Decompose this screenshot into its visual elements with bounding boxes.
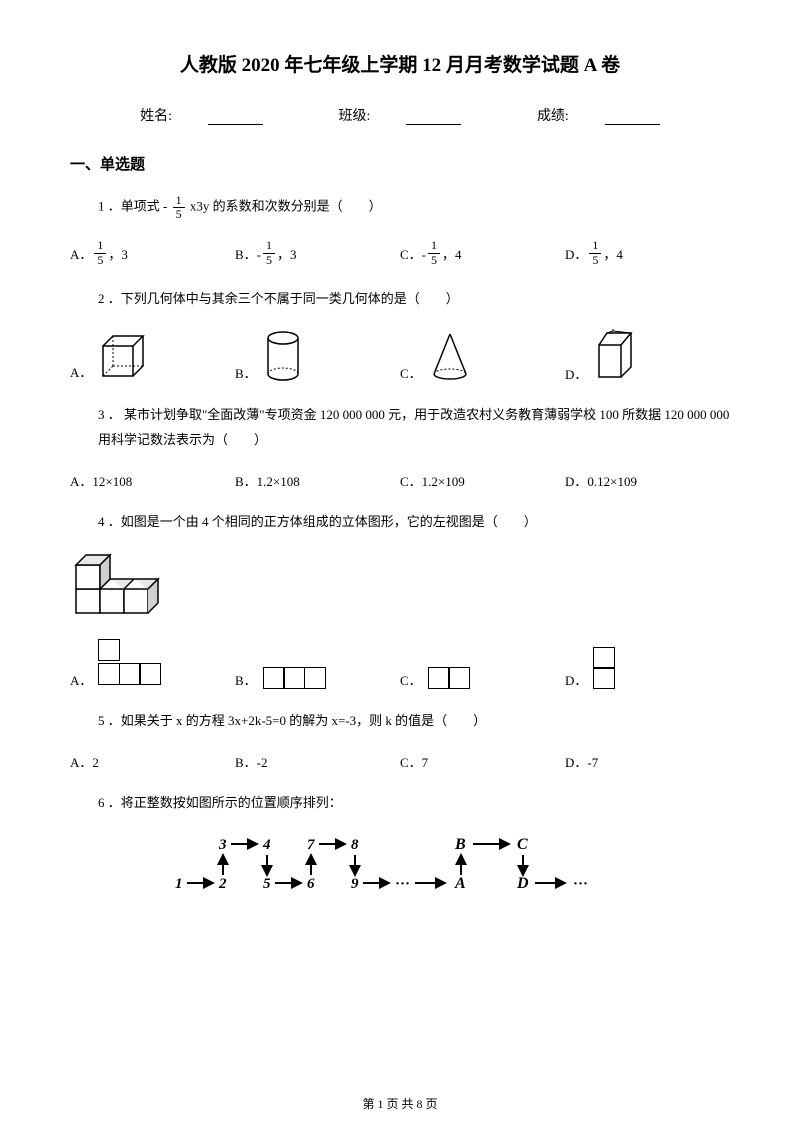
svg-text:7: 7 bbox=[307, 837, 315, 853]
q4-c-shape bbox=[428, 667, 471, 689]
number-sequence-icon: 1 2 3 4 5 6 7 8 9 ··· A B C D ··· bbox=[165, 833, 635, 897]
q2-a: A． bbox=[70, 362, 92, 381]
score-label: 成绩: bbox=[537, 109, 569, 124]
q5-d: D．-7 bbox=[565, 752, 730, 771]
svg-text:8: 8 bbox=[351, 837, 359, 853]
student-info: 姓名: 班级: 成绩: bbox=[70, 105, 730, 125]
q1-prefix: 1 ．单项式 - bbox=[98, 199, 171, 214]
question-3: 3 ． 某市计划争取"全面改薄"专项资金 120 000 000 元，用于改造农… bbox=[70, 403, 730, 452]
svg-text:6: 6 bbox=[307, 876, 315, 892]
q2-c: C． bbox=[400, 363, 422, 382]
name-label: 姓名: bbox=[140, 109, 172, 124]
question-6: 6 ．将正整数按如图所示的位置顺序排列： bbox=[70, 791, 730, 816]
q4-d: D． bbox=[565, 670, 587, 689]
q5-options: A．2 B．-2 C．7 D．-7 bbox=[70, 752, 730, 771]
cone-icon bbox=[428, 330, 472, 382]
question-1: 1 ．单项式 - 15 x3y 的系数和次数分别是（ ） bbox=[70, 194, 730, 221]
q1-d-prefix: D． bbox=[565, 244, 587, 263]
question-5: 5 ．如果关于 x 的方程 3x+2k-5=0 的解为 x=-3，则 k 的值是… bbox=[70, 709, 730, 734]
svg-text:A: A bbox=[454, 875, 466, 892]
q1-options: A．15，3 B．- 15，3 C．- 15，4 D．15，4 bbox=[70, 239, 730, 266]
class-label: 班级: bbox=[339, 109, 371, 124]
prism-icon bbox=[593, 329, 637, 383]
class-blank bbox=[406, 111, 461, 125]
q3-options: A．12×108 B．1.2×108 C．1.2×109 D．0.12×109 bbox=[70, 471, 730, 490]
q3-a: A．12×108 bbox=[70, 471, 235, 490]
section-1-header: 一、单选题 bbox=[70, 153, 730, 174]
question-4: 4 ．如图是一个由 4 个相同的正方体组成的立体图形，它的左视图是（ ） bbox=[70, 510, 730, 535]
svg-text:C: C bbox=[517, 836, 528, 853]
q4-a-shape bbox=[98, 639, 161, 690]
q1-a-suffix: ，3 bbox=[108, 244, 128, 263]
svg-text:2: 2 bbox=[218, 876, 227, 892]
svg-text:3: 3 bbox=[218, 837, 227, 853]
page-title: 人教版 2020 年七年级上学期 12 月月考数学试题 A 卷 bbox=[70, 50, 730, 77]
q5-a: A．2 bbox=[70, 752, 235, 771]
cylinder-icon bbox=[263, 330, 303, 382]
q3-c: C．1.2×109 bbox=[400, 471, 565, 490]
svg-text:5: 5 bbox=[263, 876, 271, 892]
q3-d: D．0.12×109 bbox=[565, 471, 730, 490]
q1-d-suffix: ，4 bbox=[603, 244, 623, 263]
svg-text:···: ··· bbox=[573, 876, 588, 892]
q4-b-shape bbox=[263, 667, 326, 689]
page-footer: 第 1 页 共 8 页 bbox=[0, 1095, 800, 1112]
svg-text:B: B bbox=[454, 836, 466, 853]
score-blank bbox=[605, 111, 660, 125]
q2-d: D． bbox=[565, 364, 587, 383]
svg-text:4: 4 bbox=[262, 837, 271, 853]
q5-b: B．-2 bbox=[235, 752, 400, 771]
q1-b-prefix: B．- bbox=[235, 244, 261, 263]
cube-icon bbox=[98, 331, 150, 381]
q1-suffix: x3y 的系数和次数分别是（ ） bbox=[190, 199, 382, 214]
svg-text:1: 1 bbox=[175, 876, 183, 892]
q4-options: A． B． C． D． bbox=[70, 639, 730, 690]
q1-a-prefix: A． bbox=[70, 244, 92, 263]
name-blank bbox=[208, 111, 263, 125]
q4-b: B． bbox=[235, 670, 257, 689]
q3-b: B．1.2×108 bbox=[235, 471, 400, 490]
q1-b-suffix: ，3 bbox=[277, 244, 297, 263]
q4-d-shape bbox=[593, 647, 615, 690]
question-2: 2 ．下列几何体中与其余三个不属于同一类几何体的是（ ） bbox=[70, 287, 730, 312]
cubes-3d-icon bbox=[70, 553, 170, 619]
q4-a: A． bbox=[70, 670, 92, 689]
q6-figure: 1 2 3 4 5 6 7 8 9 ··· A B C D ··· bbox=[70, 833, 730, 902]
q2-b: B． bbox=[235, 363, 257, 382]
svg-text:···: ··· bbox=[395, 876, 410, 892]
fraction-icon: 15 bbox=[173, 194, 185, 221]
q1-c-prefix: C．- bbox=[400, 244, 426, 263]
q4-figure bbox=[70, 553, 730, 624]
q1-c-suffix: ，4 bbox=[442, 244, 462, 263]
q2-options: A． B． C． D． bbox=[70, 329, 730, 383]
svg-text:9: 9 bbox=[351, 876, 359, 892]
q5-c: C．7 bbox=[400, 752, 565, 771]
q4-c: C． bbox=[400, 670, 422, 689]
svg-text:D: D bbox=[516, 875, 529, 892]
